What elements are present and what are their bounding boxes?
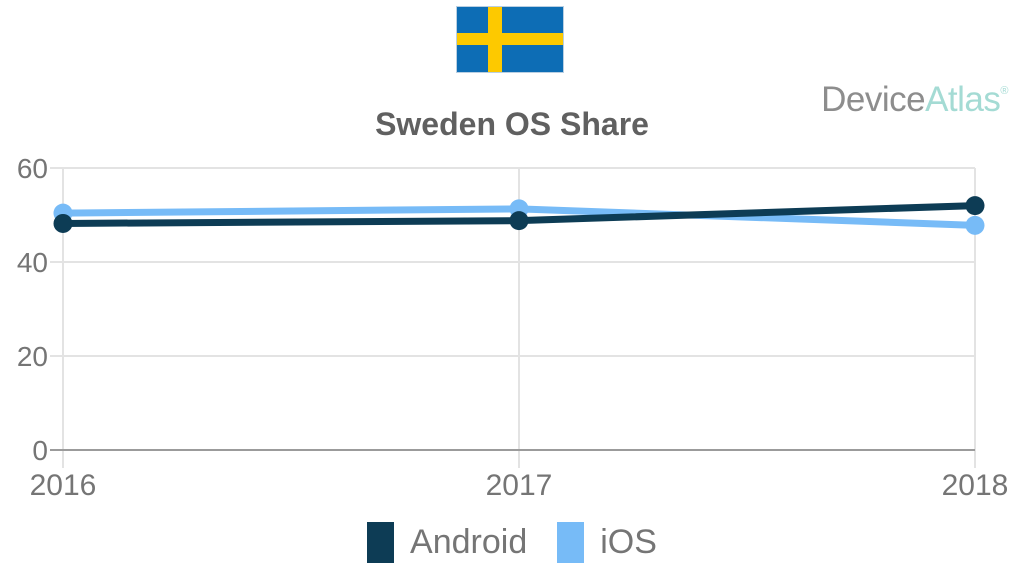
deviceatlas-logo: DeviceAtlas® bbox=[821, 80, 1008, 120]
flag-cross-vertical bbox=[488, 7, 502, 72]
y-tick-label-60: 60 bbox=[17, 153, 48, 184]
x-tick-label-2017: 2017 bbox=[486, 469, 553, 502]
legend-swatch-android bbox=[367, 522, 395, 563]
legend-item-android: Android bbox=[367, 522, 527, 563]
data-point-ios-2018 bbox=[965, 215, 985, 235]
logo-atlas-text: Atlas bbox=[925, 80, 1001, 119]
flag-cross-horizontal bbox=[457, 33, 563, 45]
registered-mark-icon: ® bbox=[1000, 85, 1008, 98]
legend-label-ios: iOS bbox=[600, 523, 657, 561]
chart-legend: Android iOS bbox=[0, 522, 1024, 563]
y-tick-label-40: 40 bbox=[17, 247, 48, 278]
legend-item-ios: iOS bbox=[557, 522, 657, 563]
legend-swatch-ios bbox=[557, 522, 585, 563]
legend-label-android: Android bbox=[410, 523, 528, 561]
x-tick-label-2018: 2018 bbox=[942, 469, 1009, 502]
data-point-android-2016 bbox=[53, 213, 73, 233]
sweden-flag bbox=[456, 6, 564, 73]
y-tick-label-20: 20 bbox=[17, 341, 48, 372]
y-tick-label-0: 0 bbox=[32, 435, 48, 466]
os-share-line-chart: 2016 2017 2018 0 20 40 60 bbox=[17, 153, 1009, 502]
data-point-android-2017 bbox=[509, 211, 529, 231]
chart-title: Sweden OS Share bbox=[375, 106, 649, 142]
x-tick-label-2016: 2016 bbox=[30, 469, 97, 502]
logo-device-text: Device bbox=[821, 80, 926, 119]
data-point-android-2018 bbox=[965, 196, 985, 216]
